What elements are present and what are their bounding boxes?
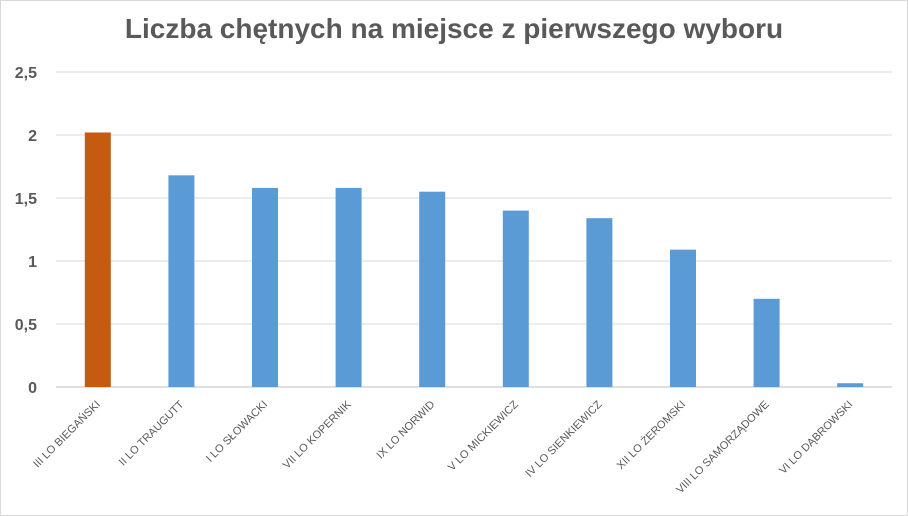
y-tick-label: 2,5 xyxy=(15,65,37,82)
bar xyxy=(586,218,613,387)
y-tick-label: 0,5 xyxy=(15,317,37,334)
x-tick-label: XII LO ŻEROMSKI xyxy=(614,398,688,472)
chart-title: Liczba chętnych na miejsce z pierwszego … xyxy=(124,13,784,44)
gridlines xyxy=(56,71,892,388)
x-tick-label: II LO TRAUGUTT xyxy=(117,398,187,468)
x-tick-label: VII LO KOPERNIK xyxy=(281,398,354,471)
bar xyxy=(753,298,780,387)
x-axis-ticks: III LO BIEGAŃSKI II LO TRAUGUTT I LO SŁOWA… xyxy=(31,398,856,496)
y-tick-label: 1 xyxy=(28,254,37,271)
bar xyxy=(168,175,195,387)
y-tick-label: 2 xyxy=(28,128,37,145)
bar xyxy=(502,210,529,387)
y-axis-ticks: 0 0,5 1 1,5 2 2,5 xyxy=(15,65,37,397)
y-tick-label: 0 xyxy=(28,380,37,397)
x-tick-label: VI LO DĄBROWSKI xyxy=(777,399,855,477)
x-tick-label: III LO BIEGAŃSKI xyxy=(31,398,103,470)
y-tick-label: 1,5 xyxy=(15,191,37,208)
bar xyxy=(84,132,111,387)
x-tick-label: V LO MICKIEWICZ xyxy=(446,398,521,473)
bar xyxy=(837,383,864,387)
bar xyxy=(419,191,446,387)
x-tick-label: I LO SŁOWACKI xyxy=(204,399,270,465)
bar xyxy=(335,187,362,387)
bar xyxy=(670,249,696,387)
x-tick-label: IV LO SIENKIEWICZ xyxy=(523,398,604,479)
bars xyxy=(84,132,864,387)
x-tick-label: IX LO NORWID xyxy=(375,399,438,462)
x-tick-label: VIII LO SAMORZĄDOWE xyxy=(674,399,772,497)
bar xyxy=(252,187,278,387)
